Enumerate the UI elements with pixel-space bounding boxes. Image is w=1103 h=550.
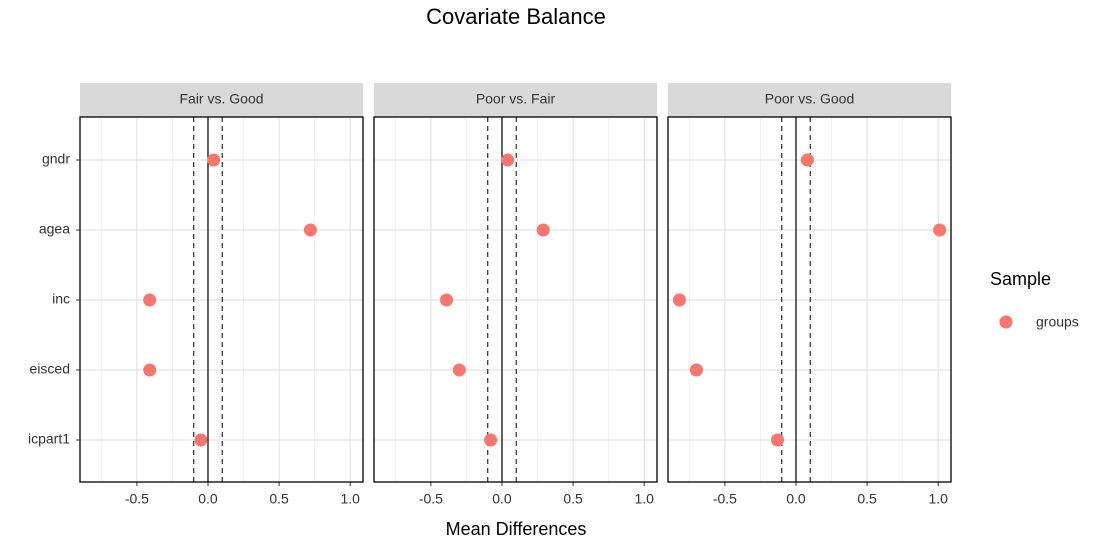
panel-border	[667, 116, 952, 483]
y-tick-label: eisced	[30, 361, 70, 377]
point	[800, 153, 814, 167]
point	[672, 293, 686, 307]
x-tick-label: 1.0	[340, 491, 360, 507]
facet-title: Poor vs. Good	[765, 91, 855, 107]
point	[484, 433, 498, 447]
y-tick-label: gndr	[42, 151, 70, 167]
point	[536, 223, 550, 237]
point	[440, 293, 454, 307]
x-axis-title: Mean Differences	[446, 519, 587, 539]
x-tick-label: 0.5	[857, 491, 877, 507]
x-tick-label: -0.5	[125, 491, 149, 507]
y-tick-label: agea	[39, 221, 70, 237]
point	[771, 433, 785, 447]
facet-title: Fair vs. Good	[179, 91, 263, 107]
point	[689, 363, 703, 377]
point	[194, 433, 208, 447]
strip	[80, 83, 363, 117]
point	[452, 363, 466, 377]
point	[501, 153, 515, 167]
panel-border	[373, 116, 658, 483]
point	[143, 293, 157, 307]
strip	[668, 83, 951, 117]
strip	[374, 83, 657, 117]
x-tick-label: 1.0	[928, 491, 948, 507]
point	[303, 223, 317, 237]
legend-label: groups	[1036, 314, 1079, 330]
y-tick-label: inc	[52, 291, 70, 307]
y-tick-label: icpart1	[28, 431, 70, 447]
legend-title: Sample	[990, 269, 1051, 289]
x-tick-label: -0.5	[713, 491, 737, 507]
point	[143, 363, 157, 377]
point	[933, 223, 947, 237]
x-tick-label: 0.0	[198, 491, 218, 507]
x-tick-label: -0.5	[419, 491, 443, 507]
point	[207, 153, 221, 167]
x-tick-label: 0.5	[269, 491, 289, 507]
chart-title: Covariate Balance	[426, 4, 606, 29]
legend-key	[999, 315, 1013, 329]
x-tick-label: 0.5	[563, 491, 583, 507]
x-tick-label: 0.0	[786, 491, 806, 507]
x-tick-label: 0.0	[492, 491, 512, 507]
x-tick-label: 1.0	[634, 491, 654, 507]
facet-title: Poor vs. Fair	[476, 91, 556, 107]
